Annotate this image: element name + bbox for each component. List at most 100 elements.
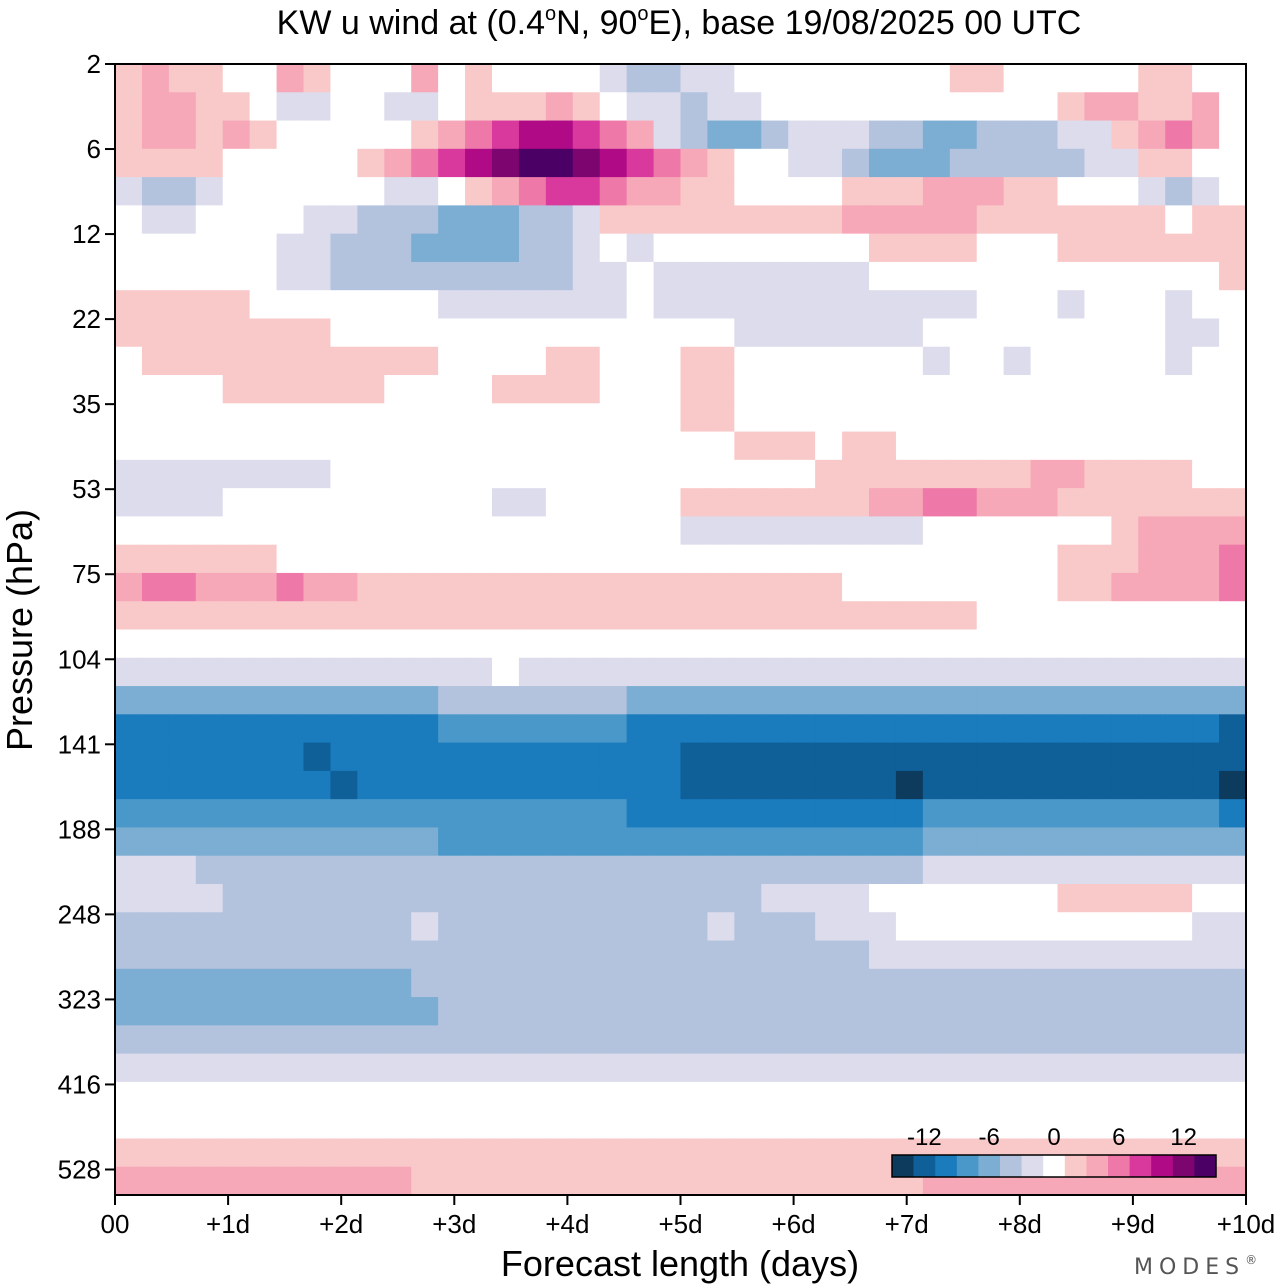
- heatmap-cell: [1003, 488, 1032, 518]
- heatmap-cell: [976, 544, 1005, 574]
- heatmap-cell: [438, 997, 466, 1026]
- heatmap-cell: [1192, 912, 1220, 942]
- heatmap-cell: [1165, 459, 1193, 489]
- heatmap-cell: [788, 431, 816, 461]
- heatmap-cell: [545, 64, 574, 93]
- heatmap-cell: [626, 431, 655, 461]
- heatmap-cell: [707, 827, 735, 857]
- heatmap-cell: [572, 827, 601, 857]
- heatmap-cell: [1057, 148, 1086, 178]
- heatmap-cell: [276, 714, 305, 744]
- colorbar-tick-label: 12: [1170, 1124, 1197, 1151]
- heatmap-cell: [115, 855, 143, 885]
- heatmap-cell: [1084, 431, 1112, 461]
- heatmap-cell: [895, 459, 924, 489]
- heatmap-cell: [1219, 1166, 1247, 1196]
- heatmap-cell: [195, 488, 224, 518]
- heatmap-cell: [842, 120, 870, 150]
- heatmap-cell: [545, 572, 574, 602]
- heatmap-cell: [1057, 855, 1086, 885]
- heatmap-cell: [411, 912, 439, 942]
- y-tick-label: 141: [58, 729, 101, 759]
- heatmap-cell: [115, 883, 143, 913]
- heatmap-cell: [734, 1053, 762, 1083]
- heatmap-cell: [330, 261, 358, 291]
- heatmap-cell: [384, 120, 412, 150]
- heatmap-cell: [1138, 205, 1166, 235]
- heatmap-cell: [572, 488, 601, 518]
- heatmap-cell: [626, 403, 655, 433]
- heatmap-cell: [1084, 742, 1112, 772]
- heatmap-cell: [1138, 261, 1166, 291]
- heatmap-cell: [653, 657, 682, 687]
- heatmap-cell: [1219, 148, 1247, 178]
- heatmap-cell: [249, 148, 278, 178]
- heatmap-cell: [465, 827, 493, 857]
- heatmap-cell: [653, 629, 682, 659]
- heatmap-cell: [599, 1025, 628, 1055]
- heatmap-cell: [734, 912, 762, 942]
- heatmap-cell: [599, 318, 628, 348]
- heatmap-cell: [438, 205, 466, 235]
- heatmap-cell: [1219, 912, 1247, 942]
- heatmap-cell: [1057, 205, 1086, 235]
- heatmap-cell: [707, 629, 735, 659]
- heatmap-cell: [518, 601, 547, 631]
- heatmap-cell: [1138, 657, 1166, 687]
- heatmap-cell: [438, 770, 466, 800]
- heatmap-cell: [842, 770, 870, 800]
- heatmap-cell: [869, 290, 897, 320]
- heatmap-cell: [949, 64, 978, 93]
- heatmap-cell: [115, 318, 143, 348]
- heatmap-cell: [626, 968, 655, 998]
- heatmap-cell: [303, 1081, 332, 1111]
- heatmap-cell: [895, 572, 924, 602]
- heatmap-cell: [411, 799, 439, 829]
- brand-mark: ®: [1245, 1253, 1263, 1267]
- x-tick-label: +9d: [1111, 1209, 1155, 1239]
- heatmap-cell: [384, 544, 412, 574]
- heatmap-cell: [788, 488, 816, 518]
- heatmap-cell: [653, 148, 682, 178]
- heatmap-cell: [545, 742, 574, 772]
- heatmap-cell: [626, 770, 655, 800]
- heatmap-cell: [249, 883, 278, 913]
- heatmap-cell: [1165, 403, 1193, 433]
- heatmap-cell: [761, 1081, 789, 1111]
- heatmap-cell: [115, 1166, 143, 1196]
- heatmap-cell: [1192, 855, 1220, 885]
- heatmap-cell: [545, 770, 574, 800]
- heatmap-cell: [626, 346, 655, 376]
- heatmap-cell: [1219, 375, 1247, 404]
- heatmap-cell: [492, 459, 520, 489]
- heatmap-cell: [1192, 940, 1220, 970]
- heatmap-cell: [303, 912, 332, 942]
- heatmap-cell: [168, 1081, 197, 1111]
- heatmap-cell: [518, 883, 547, 913]
- heatmap-cell: [384, 572, 412, 602]
- heatmap-cell: [276, 92, 305, 122]
- heatmap-cell: [1192, 290, 1220, 320]
- heatmap-cell: [1084, 346, 1112, 376]
- heatmap-cell: [195, 997, 224, 1026]
- heatmap-cell: [626, 601, 655, 631]
- heatmap-cell: [680, 742, 709, 772]
- heatmap-cell: [626, 1025, 655, 1055]
- heatmap-cell: [572, 1053, 601, 1083]
- heatmap-cell: [761, 572, 789, 602]
- heatmap-cell: [492, 855, 520, 885]
- heatmap-cell: [707, 657, 735, 687]
- heatmap-cell: [438, 233, 466, 263]
- heatmap-cell: [545, 120, 574, 150]
- heatmap-cell: [249, 855, 278, 885]
- heatmap-cell: [492, 657, 520, 687]
- heatmap-cell: [222, 1025, 251, 1055]
- heatmap-cell: [518, 572, 547, 602]
- heatmap-cell: [1084, 544, 1112, 574]
- heatmap-cell: [626, 1053, 655, 1083]
- heatmap-cell: [1111, 883, 1139, 913]
- x-axis: 00 +1d +2d +3d +4d +5d +6d +7d +8d +9d +10d: [101, 1195, 1275, 1239]
- heatmap-cell: [922, 601, 951, 631]
- heatmap-cell: [411, 92, 439, 122]
- heatmap-cell: [761, 883, 789, 913]
